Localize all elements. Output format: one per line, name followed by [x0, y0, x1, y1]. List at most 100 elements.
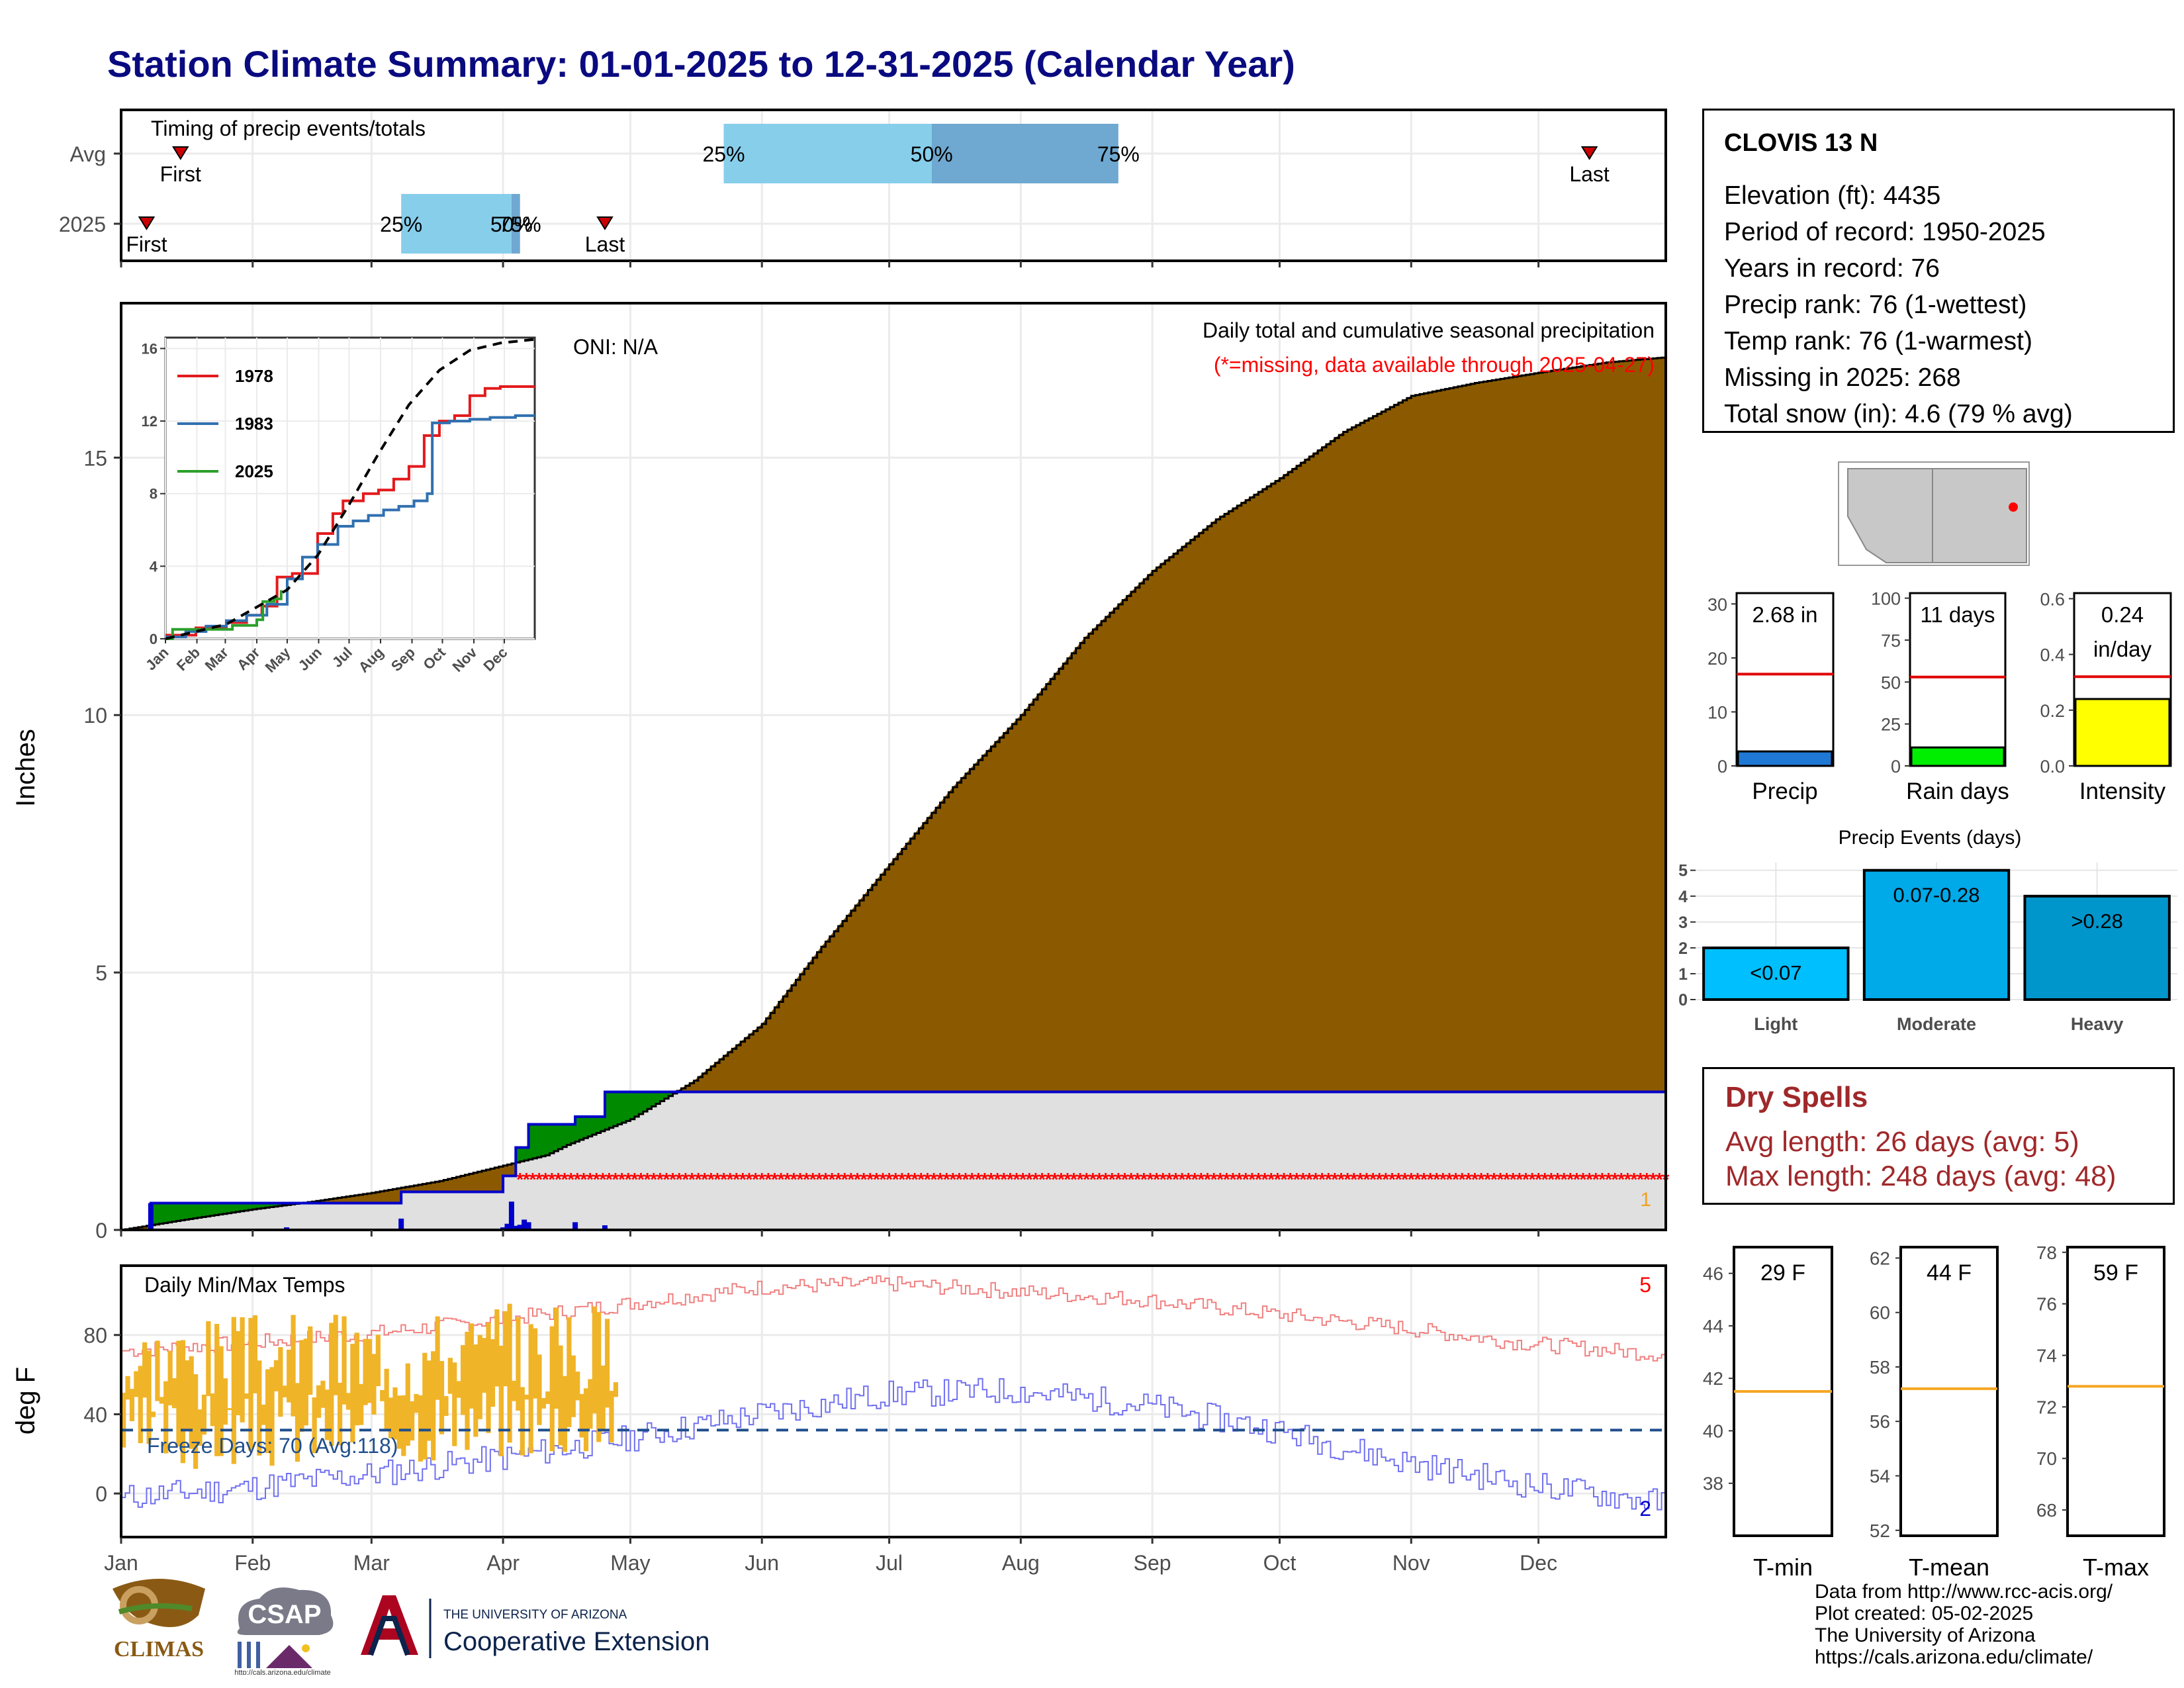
tmin_box-y-tick-label: 42: [1703, 1368, 1723, 1389]
temps-daily-range: [236, 1331, 241, 1415]
precip-missing-marker: *: [1267, 1169, 1275, 1190]
raindays_bar-y-tick-label: 50: [1881, 673, 1901, 692]
temps-daily-range: [163, 1381, 169, 1454]
temps-record-max-line: [121, 1275, 1666, 1362]
precip-missing-marker: *: [535, 1169, 543, 1190]
precip-daily-bar: [572, 1222, 578, 1230]
precip-missing-marker: *: [796, 1169, 803, 1190]
precip-missing-marker: *: [1045, 1169, 1052, 1190]
inset-panel: [164, 336, 536, 640]
timing-first-marker: [138, 216, 156, 230]
temps-daily-range: [532, 1328, 538, 1399]
timing-bar-q50-q75: [931, 124, 1118, 183]
precip-missing-marker: *: [1306, 1169, 1313, 1190]
timing-title: Timing of precip events/totals: [151, 117, 426, 140]
tmax_box-y-tick-label: 70: [2036, 1448, 2057, 1469]
precip-missing-marker: *: [1223, 1169, 1230, 1190]
precip-missing-marker: *: [746, 1169, 753, 1190]
precip-missing-marker: *: [1089, 1169, 1097, 1190]
precip-missing-marker: *: [1160, 1169, 1167, 1190]
temps-daily-range: [261, 1404, 266, 1425]
timing-first-marker: [171, 146, 189, 160]
precip-missing-marker: *: [1510, 1169, 1517, 1190]
timing-bar-q25-q50: [723, 124, 932, 183]
intensity_bar-value-label: 0.24: [2101, 602, 2144, 627]
precip-missing-marker: *: [1439, 1169, 1447, 1190]
precip-missing-marker: *: [1605, 1169, 1612, 1190]
precip-title: Daily total and cumulative seasonal prec…: [1203, 318, 1655, 342]
inset-y-tick-label: 8: [150, 486, 158, 502]
temps-daily-range: [210, 1393, 215, 1427]
temps-daily-range: [613, 1382, 619, 1397]
precip-missing-marker: *: [752, 1169, 759, 1190]
timing-q75-label: 75%: [1097, 142, 1140, 166]
precip-missing-marker: *: [994, 1169, 1001, 1190]
temps-daily-range: [231, 1317, 236, 1464]
precip-missing-marker: *: [1191, 1169, 1199, 1190]
precip-missing-marker: *: [1357, 1169, 1364, 1190]
temps-daily-range: [588, 1379, 593, 1429]
temps-daily-range: [287, 1349, 292, 1403]
temps-daily-range: [418, 1395, 424, 1462]
precip-missing-marker: *: [771, 1169, 778, 1190]
precip-missing-marker: *: [1172, 1169, 1179, 1190]
tmin_box-y-tick-label: 38: [1703, 1474, 1723, 1494]
precip-missing-marker: *: [1624, 1169, 1631, 1190]
precip-missing-marker: *: [956, 1169, 963, 1190]
month-tick-label: Sep: [1134, 1551, 1171, 1575]
precip-missing-marker: *: [803, 1169, 810, 1190]
precip-missing-marker: *: [866, 1169, 874, 1190]
timing-q50-label: 50%: [911, 142, 953, 166]
temps-daily-range: [129, 1389, 135, 1421]
events-category-label: Moderate: [1897, 1014, 1976, 1034]
temps-daily-range: [592, 1306, 597, 1414]
precip_bar-value-bar: [1737, 750, 1833, 767]
precip-y-tick-label: 15: [83, 446, 107, 470]
precip-missing-marker: *: [1338, 1169, 1345, 1190]
precip-missing-marker: *: [911, 1169, 919, 1190]
raindays_bar-y-tick-label: 25: [1881, 715, 1901, 735]
temps-daily-range: [291, 1315, 296, 1417]
temps-daily-range: [482, 1338, 487, 1393]
temps-daily-range: [150, 1411, 156, 1417]
precip-missing-marker: *: [892, 1169, 899, 1190]
precip-missing-marker: *: [1058, 1169, 1065, 1190]
temps-daily-range: [295, 1383, 300, 1462]
tmean_box-value-label: 44 F: [1927, 1260, 1972, 1286]
precip_bar-y-tick-label: 10: [1707, 702, 1727, 722]
temps-y-tick-label: 80: [83, 1324, 107, 1348]
precip-missing-marker: *: [1376, 1169, 1383, 1190]
temps-daily-range: [299, 1340, 304, 1432]
precip-missing-marker: *: [1427, 1169, 1434, 1190]
precip-missing-marker: *: [1529, 1169, 1536, 1190]
precip-missing-marker: *: [739, 1169, 747, 1190]
temps-daily-range: [193, 1374, 199, 1469]
precip_bar-y-tick-label: 20: [1707, 649, 1727, 669]
inset-y-tick-label: 4: [150, 558, 158, 575]
temps-daily-range: [596, 1312, 602, 1442]
temps-daily-range: [354, 1333, 359, 1426]
temps-freeze-label: Freeze Days: 70 (Avg:118): [147, 1434, 398, 1458]
month-tick-label: Jan: [104, 1551, 138, 1575]
month-tick-label: Dec: [1520, 1551, 1557, 1575]
temps-daily-range: [338, 1382, 343, 1446]
timing-bar-q25-q50: [401, 194, 512, 254]
events-chart: <0.07 Light 0.07-0.28 Moderate >0.28 Heavy 0 1 2…: [1678, 827, 2177, 1034]
precip-missing-marker: *: [663, 1169, 670, 1190]
temps-y-axis-label: deg F: [11, 1367, 40, 1434]
timing-last-marker: [1580, 146, 1598, 160]
temps-record-min-count: 2: [1639, 1497, 1651, 1521]
precip-missing-marker: *: [1535, 1169, 1542, 1190]
precip-missing-marker: *: [586, 1169, 594, 1190]
precip-missing-marker: *: [949, 1169, 956, 1190]
temps-daily-range: [465, 1331, 470, 1450]
precip-missing-marker: *: [809, 1169, 817, 1190]
events-bar-label: >0.28: [2071, 910, 2122, 933]
raindays_bar-y-tick-label: 0: [1891, 757, 1901, 776]
precip-missing-marker: *: [1598, 1169, 1606, 1190]
timing-first-label: First: [126, 232, 167, 256]
temps-daily-range: [146, 1350, 152, 1444]
precip-missing-marker: *: [1612, 1169, 1619, 1190]
location-map: [1838, 461, 2030, 566]
temps-daily-range: [604, 1319, 610, 1408]
